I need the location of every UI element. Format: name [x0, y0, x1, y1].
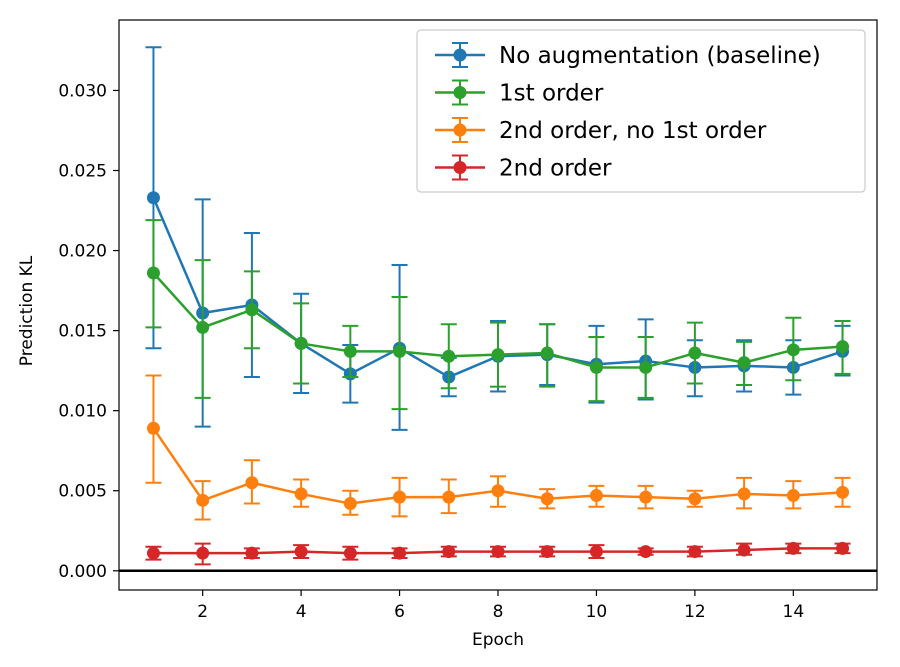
x-tick-label: 14: [783, 602, 805, 622]
data-point: [393, 490, 407, 504]
y-tick-label: 0.010: [58, 402, 107, 422]
data-point: [836, 541, 850, 555]
y-tick-label: 0.000: [58, 562, 107, 582]
legend-marker: [453, 48, 467, 62]
series-2: [145, 374, 851, 521]
data-point: [737, 487, 751, 501]
data-point: [786, 541, 800, 555]
data-point: [294, 336, 308, 350]
data-point: [491, 545, 505, 559]
data-point: [491, 348, 505, 362]
data-point: [442, 349, 456, 363]
data-point: [294, 487, 308, 501]
x-tick-label: 2: [197, 602, 208, 622]
data-point: [196, 320, 210, 334]
data-point: [836, 485, 850, 499]
data-point: [639, 360, 653, 374]
legend: No augmentation (baseline) 1st order 2nd o…: [416, 29, 866, 193]
data-point: [639, 545, 653, 559]
plot-area: [119, 46, 877, 573]
data-point: [589, 360, 603, 374]
data-point: [836, 340, 850, 354]
data-point: [442, 545, 456, 559]
legend-box: [416, 29, 866, 193]
data-point: [196, 546, 210, 560]
x-tick-label: 8: [493, 602, 504, 622]
legend-marker: [453, 86, 467, 99]
axes: 2 4 6 8 10 12 14 0.000 0.005 0.010 0.015 0.020 0.025…: [58, 19, 878, 622]
y-axis-label: Prediction KL: [17, 255, 37, 366]
y-tick-label: 0.025: [58, 162, 107, 182]
y-tick-label: 0.005: [58, 482, 107, 502]
legend-entry: 1st order: [435, 79, 604, 107]
x-tick-label: 12: [684, 602, 706, 622]
series-3: [145, 541, 851, 566]
data-point: [146, 266, 160, 280]
series-1: [145, 219, 851, 411]
data-point: [393, 344, 407, 358]
legend-label: 2nd order, no 1st order: [499, 118, 767, 144]
data-point: [245, 476, 259, 490]
data-point: [491, 484, 505, 498]
data-point: [146, 191, 160, 205]
data-point: [688, 492, 702, 506]
x-tick-label: 10: [586, 602, 608, 622]
legend-entry: 2nd order: [435, 154, 612, 182]
legend-marker: [453, 123, 467, 137]
data-point: [786, 343, 800, 357]
y-tick-label: 0.015: [58, 322, 107, 342]
legend-label: No augmentation (baseline): [499, 43, 821, 69]
x-tick-label: 4: [296, 602, 307, 622]
data-point: [196, 493, 210, 507]
data-point: [343, 344, 357, 358]
data-point: [589, 545, 603, 559]
legend-entry: 2nd order, no 1st order: [435, 117, 767, 144]
data-point: [688, 346, 702, 360]
data-point: [245, 546, 259, 560]
legend-label: 1st order: [499, 81, 604, 107]
data-point: [737, 543, 751, 557]
data-point: [737, 356, 751, 370]
data-point: [589, 489, 603, 503]
data-point: [245, 303, 259, 317]
y-tick-label: 0.030: [58, 81, 107, 101]
data-point: [294, 545, 308, 559]
x-tick-label: 6: [394, 602, 405, 622]
data-point: [343, 546, 357, 560]
data-point: [393, 546, 407, 560]
legend-label: 2nd order: [499, 156, 612, 182]
y-tick-label: 0.020: [58, 242, 107, 262]
data-point: [786, 489, 800, 503]
data-point: [540, 346, 554, 360]
data-point: [540, 492, 554, 506]
data-point: [639, 490, 653, 504]
data-point: [688, 545, 702, 559]
legend-marker: [453, 161, 467, 174]
data-point: [343, 497, 357, 511]
data-point: [540, 545, 554, 559]
legend-entry: No augmentation (baseline): [435, 42, 821, 69]
data-point: [442, 490, 456, 504]
data-point: [146, 546, 160, 560]
data-point: [146, 421, 160, 435]
x-axis-label: Epoch: [472, 630, 524, 650]
